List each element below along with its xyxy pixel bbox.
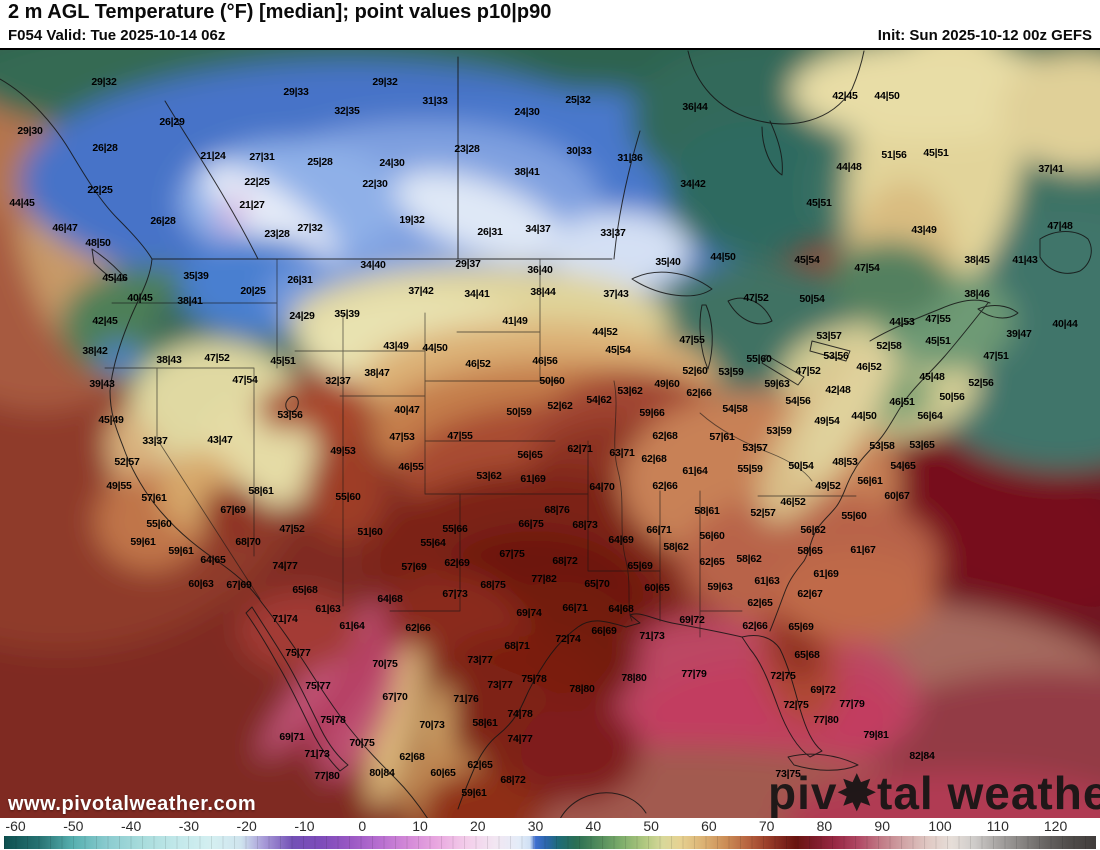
colorbar-tick-label: 70 [758, 818, 775, 834]
colorbar-tick-label: 80 [816, 818, 833, 834]
colorbar-tick-label: -40 [120, 818, 142, 834]
colorbar-ticks: -60 -50 -40 -30 -20 -10 0 10 20 30 40 50 60 70 80 90 100… [0, 818, 1100, 835]
colorbar-tick-label: 100 [928, 818, 952, 834]
colorbar-tick-label: -60 [5, 818, 26, 834]
colorbar-tick-label: 120 [1043, 818, 1068, 834]
colorbar-tick-label: -20 [236, 818, 257, 834]
colorbar-gradient [4, 836, 1096, 849]
temperature-field [0, 50, 1100, 818]
site-url-watermark: www.pivotalweather.com [8, 793, 257, 815]
colorbar-tick-label: 60 [701, 818, 717, 834]
colorbar-tick-label: 10 [412, 818, 428, 834]
colorbar-tick-label: 40 [585, 818, 602, 834]
weather-map: piv✸tal weather www.pivotalweather.com [0, 48, 1100, 818]
colorbar-tick-label: 30 [527, 818, 544, 834]
title-bar: 2 m AGL Temperature (°F) [median]; point… [0, 0, 1100, 48]
colorbar-tick-label: 110 [986, 818, 1009, 834]
colorbar: -60 -50 -40 -30 -20 -10 0 10 20 30 40 50 60 70 80 90 100… [0, 818, 1100, 850]
colorbar-tick-label: -30 [178, 818, 199, 834]
geography-outlines [0, 50, 1092, 818]
colorbar-tick-label: 0 [358, 818, 367, 834]
colorbar-tick-label: -10 [294, 818, 315, 834]
model-init-time: Init: Sun 2025-10-12 00z GEFS [877, 27, 1092, 44]
colorbar-tick-label: -50 [63, 818, 84, 834]
colorbar-tick-label: 20 [469, 818, 486, 834]
colorbar-tick-label: 50 [643, 818, 659, 834]
forecast-valid-time: F054 Valid: Tue 2025-10-14 06z [8, 27, 226, 44]
brand-watermark: piv✸tal weather [768, 767, 1100, 818]
page-title: 2 m AGL Temperature (°F) [median]; point… [8, 1, 552, 23]
colorbar-tick-label: 90 [874, 818, 891, 834]
